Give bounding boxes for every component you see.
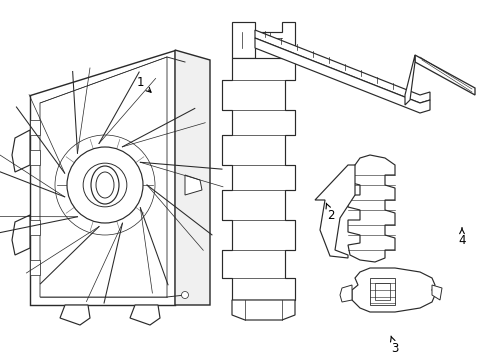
Polygon shape xyxy=(60,305,90,325)
Polygon shape xyxy=(130,305,160,325)
Polygon shape xyxy=(415,55,475,95)
Polygon shape xyxy=(255,30,430,103)
Text: 1: 1 xyxy=(136,76,151,92)
Polygon shape xyxy=(30,150,40,165)
Polygon shape xyxy=(348,155,395,262)
Polygon shape xyxy=(315,165,355,258)
Polygon shape xyxy=(30,50,175,305)
Polygon shape xyxy=(375,283,390,300)
Polygon shape xyxy=(232,300,295,320)
Polygon shape xyxy=(30,220,40,235)
Polygon shape xyxy=(232,22,295,58)
Ellipse shape xyxy=(67,147,143,223)
Polygon shape xyxy=(12,215,30,255)
Ellipse shape xyxy=(91,166,119,204)
Ellipse shape xyxy=(83,163,127,207)
Polygon shape xyxy=(12,130,30,172)
Text: 4: 4 xyxy=(458,228,466,247)
Polygon shape xyxy=(255,38,430,113)
Ellipse shape xyxy=(96,172,114,198)
Polygon shape xyxy=(432,285,442,300)
Polygon shape xyxy=(352,268,435,312)
Polygon shape xyxy=(340,285,352,302)
Polygon shape xyxy=(405,55,415,105)
Polygon shape xyxy=(222,58,295,300)
Ellipse shape xyxy=(181,292,189,298)
Polygon shape xyxy=(175,50,210,305)
Text: 2: 2 xyxy=(326,203,335,221)
Polygon shape xyxy=(30,260,40,275)
Polygon shape xyxy=(30,120,40,135)
Text: 3: 3 xyxy=(391,336,399,355)
Polygon shape xyxy=(185,175,202,195)
Polygon shape xyxy=(370,278,395,305)
